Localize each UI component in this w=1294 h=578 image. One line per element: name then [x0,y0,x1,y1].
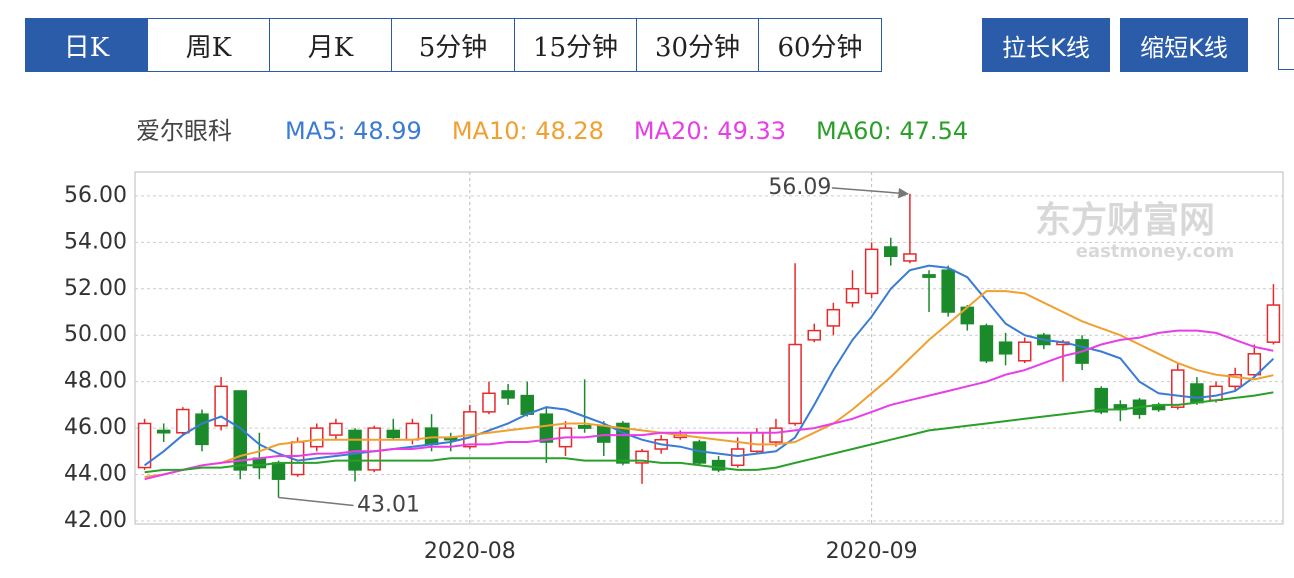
candle-body [998,341,1013,355]
candle-body [1017,341,1032,362]
candle-body [597,425,611,443]
candle-body [233,390,247,471]
y-tick-label: 46.00 [64,415,127,440]
candle-body [539,413,554,443]
annotation-arrow [278,496,354,507]
candle-body [195,413,209,446]
y-tick-label: 54.00 [64,229,127,254]
candle-body [405,422,420,441]
ma-line [144,264,1275,467]
candle-body [730,448,745,467]
candle-body [826,308,841,327]
tab[interactable]: 月K [270,18,392,72]
ma-line [144,290,1274,478]
candle-body [1228,373,1242,388]
candle-body [367,427,381,471]
y-tick-label: 52.00 [64,276,127,301]
candle-body [979,325,994,362]
candle-body [788,343,802,425]
candle-body [577,425,592,429]
candle-body [1171,369,1185,408]
candle-body [941,269,955,313]
candle-body [845,288,860,304]
y-tick-label: 50.00 [64,322,127,347]
candle-body [922,274,936,278]
plot-frame [134,171,1284,525]
button[interactable]: 拉长K线 [982,18,1110,72]
watermark: 东方财富网 [1035,199,1215,241]
candle-body [424,427,439,446]
legend-entry: MA60: 47.54 [816,117,968,145]
candle-body [520,394,534,415]
button-partial[interactable] [1278,18,1294,70]
y-tick-label: 48.00 [64,369,127,394]
x-tick-label: 2020-08 [424,539,516,564]
candle-body [463,411,477,448]
candle-body [635,450,649,464]
legend-entry: MA5: 48.99 [285,117,422,145]
candle-body [750,431,764,453]
candle-body [1190,383,1204,404]
candle-body [214,385,228,427]
annotation: 43.01 [357,493,420,518]
candle-body [1094,387,1108,413]
candle-body [1266,304,1281,343]
candle-body [329,422,343,436]
button[interactable]: 缩短K线 [1120,18,1248,72]
candle-body [884,246,898,258]
candle-body [1247,353,1262,376]
candle-body [864,248,879,295]
candle-body [176,408,190,434]
legend-entry: MA20: 49.33 [634,117,786,145]
candle-body [501,390,515,399]
candle-body [137,422,152,469]
candle-body [482,392,496,413]
candle-body [807,329,821,341]
candle-body [903,253,917,262]
candle-body [310,427,324,448]
candle-body [271,462,286,480]
candle-body [156,429,171,434]
candle-body [386,429,401,439]
ma-line [144,329,1274,481]
ma-line [144,391,1274,474]
tab[interactable]: 5分钟 [392,18,515,72]
tab[interactable]: 日K [25,18,148,72]
candle-body [769,427,783,443]
y-tick-label: 42.00 [64,508,127,533]
candle-body [711,459,726,471]
x-tick-label: 2020-09 [826,539,918,564]
legend-entry: MA10: 48.28 [452,117,604,145]
watermark: eastmoney.com [1076,241,1235,262]
tab[interactable]: 30分钟 [637,18,759,72]
tab[interactable]: 60分钟 [759,18,882,72]
candle-body [348,429,362,471]
y-tick-label: 44.00 [64,462,127,487]
stock-name: 爱尔眼科 [136,117,232,145]
tab[interactable]: 周K [148,18,270,72]
candle-body [1209,385,1223,401]
tab[interactable]: 15分钟 [515,18,637,72]
y-tick-label: 56.00 [64,183,127,208]
annotation-arrow [831,187,909,199]
annotation: 56.09 [768,175,831,200]
